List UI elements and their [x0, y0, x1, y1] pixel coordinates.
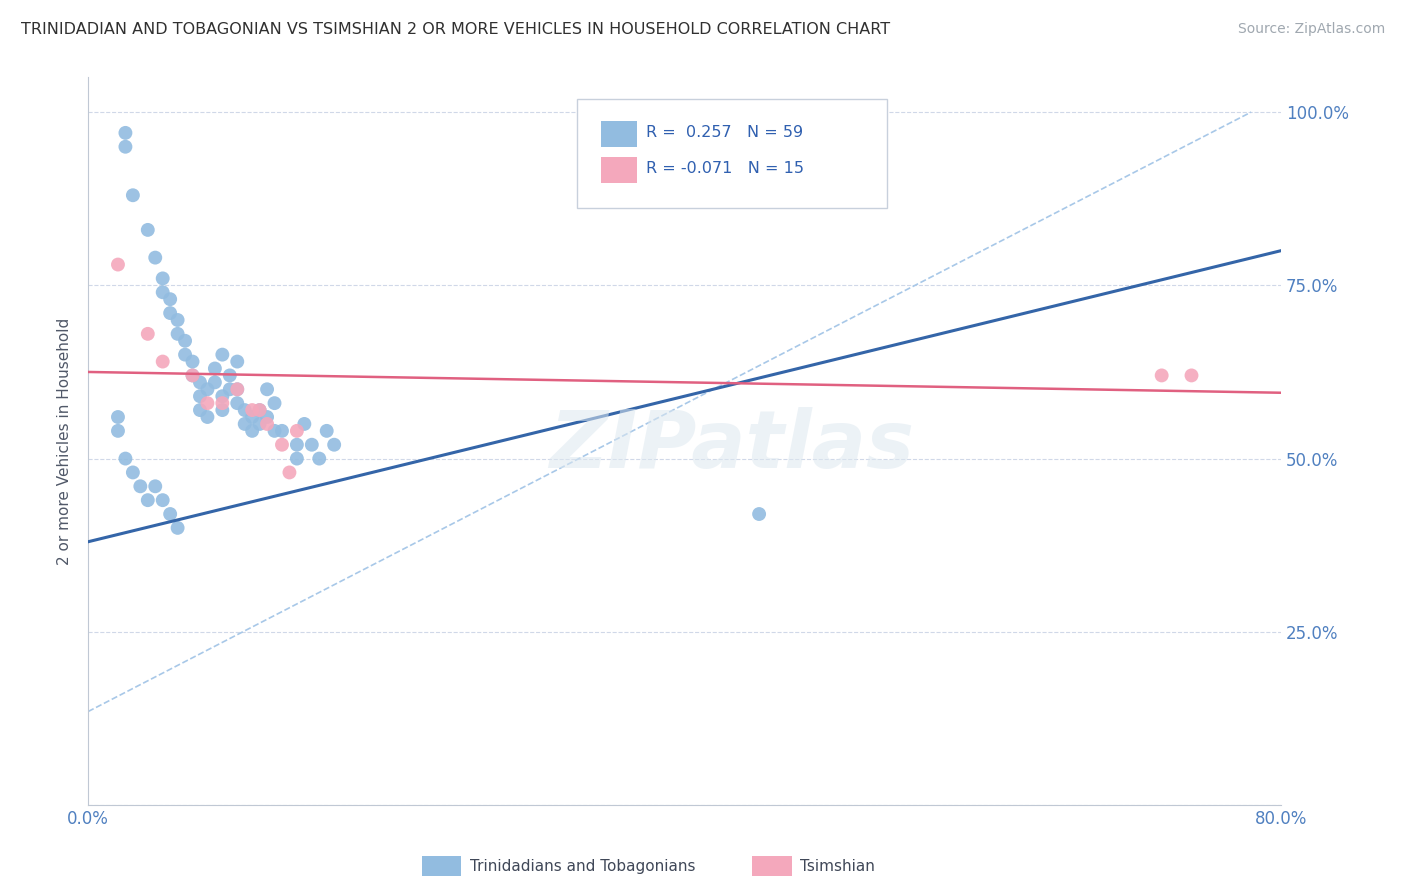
Point: [301, 438, 323, 452]
Text: Trinidadians and Tobagonians: Trinidadians and Tobagonians: [470, 859, 695, 873]
Point: [143, 251, 166, 265]
Point: [181, 368, 204, 383]
Point: [197, 409, 219, 424]
Point: [114, 451, 136, 466]
Point: [136, 326, 159, 341]
Point: [315, 424, 337, 438]
Point: [181, 354, 204, 368]
Point: [256, 382, 278, 396]
Point: [1150, 368, 1173, 383]
Point: [240, 424, 263, 438]
Point: [226, 396, 249, 410]
FancyBboxPatch shape: [600, 121, 637, 146]
Point: [271, 424, 294, 438]
Point: [308, 451, 330, 466]
Point: [152, 493, 174, 508]
Point: [211, 403, 233, 417]
Point: [181, 368, 204, 383]
Point: [263, 396, 285, 410]
Point: [263, 424, 285, 438]
Point: [166, 521, 188, 535]
Point: [166, 313, 188, 327]
Point: [143, 479, 166, 493]
Text: TRINIDADIAN AND TOBAGONIAN VS TSIMSHIAN 2 OR MORE VEHICLES IN HOUSEHOLD CORRELAT: TRINIDADIAN AND TOBAGONIAN VS TSIMSHIAN …: [21, 22, 890, 37]
Text: Source: ZipAtlas.com: Source: ZipAtlas.com: [1237, 22, 1385, 37]
Point: [1180, 368, 1202, 383]
Point: [188, 376, 211, 390]
Point: [211, 348, 233, 362]
Point: [204, 376, 226, 390]
Point: [226, 382, 249, 396]
Point: [218, 382, 240, 396]
Point: [748, 507, 770, 521]
Point: [129, 479, 152, 493]
Point: [197, 382, 219, 396]
Point: [285, 424, 308, 438]
Point: [197, 396, 219, 410]
Point: [278, 466, 301, 480]
Point: [233, 403, 256, 417]
Point: [211, 389, 233, 403]
Point: [166, 326, 188, 341]
Y-axis label: 2 or more Vehicles in Household: 2 or more Vehicles in Household: [58, 318, 72, 565]
Point: [159, 292, 181, 306]
Point: [233, 417, 256, 431]
Point: [159, 306, 181, 320]
Point: [159, 507, 181, 521]
Point: [107, 409, 129, 424]
Point: [174, 334, 197, 348]
Point: [249, 417, 271, 431]
Point: [211, 396, 233, 410]
Point: [122, 188, 145, 202]
Point: [218, 368, 240, 383]
Text: ZIPatlas: ZIPatlas: [548, 407, 914, 485]
Text: Tsimshian: Tsimshian: [800, 859, 875, 873]
Point: [323, 438, 346, 452]
Point: [114, 140, 136, 154]
Point: [226, 382, 249, 396]
Point: [240, 409, 263, 424]
FancyBboxPatch shape: [578, 99, 887, 209]
Text: R =  0.257   N = 59: R = 0.257 N = 59: [647, 125, 803, 139]
Point: [152, 354, 174, 368]
Point: [136, 223, 159, 237]
Point: [256, 417, 278, 431]
Point: [240, 403, 263, 417]
Point: [136, 493, 159, 508]
Point: [285, 438, 308, 452]
Point: [122, 466, 145, 480]
Point: [285, 451, 308, 466]
Point: [152, 285, 174, 300]
Point: [226, 354, 249, 368]
Point: [249, 403, 271, 417]
Point: [188, 389, 211, 403]
Point: [107, 258, 129, 272]
Point: [107, 424, 129, 438]
Point: [114, 126, 136, 140]
Point: [271, 438, 294, 452]
Point: [152, 271, 174, 285]
Point: [292, 417, 315, 431]
Point: [249, 403, 271, 417]
Point: [204, 361, 226, 376]
Point: [174, 348, 197, 362]
Point: [256, 409, 278, 424]
FancyBboxPatch shape: [600, 158, 637, 183]
Point: [188, 403, 211, 417]
Text: R = -0.071   N = 15: R = -0.071 N = 15: [647, 161, 804, 176]
